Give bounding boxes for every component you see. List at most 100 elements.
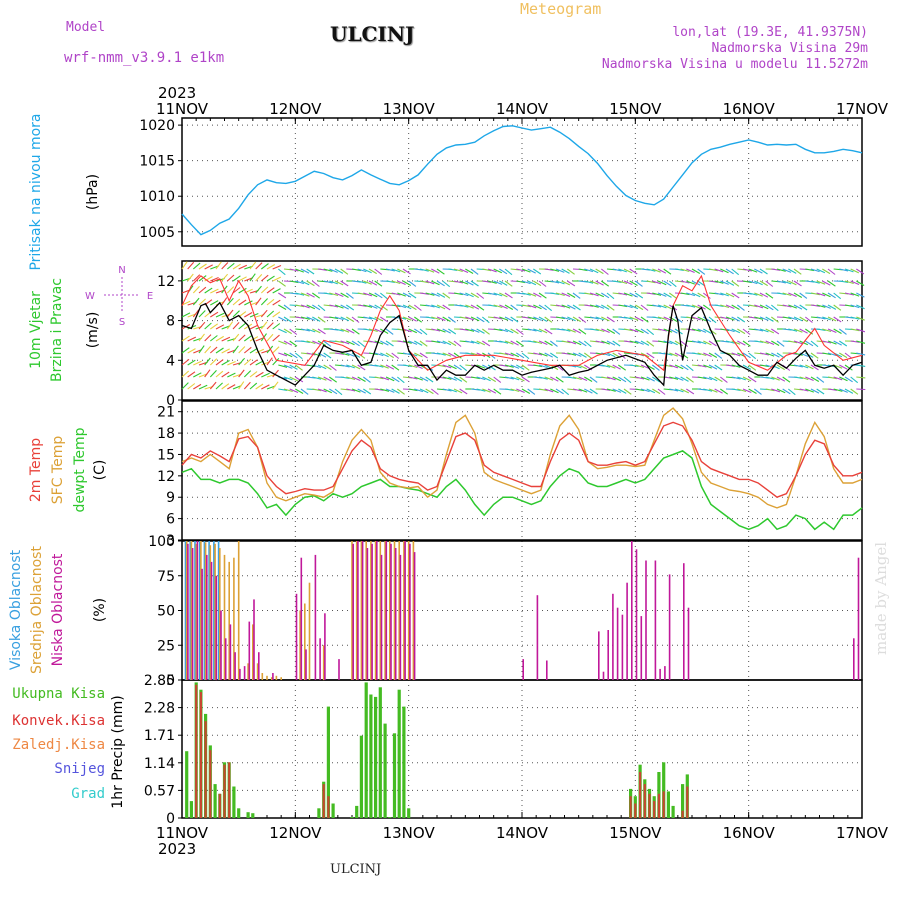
wind-barb [515,328,524,335]
wind-barb [742,340,751,347]
wind-barb [612,268,622,272]
cloud-bar-low [258,652,260,680]
wind-barb [742,364,752,370]
wind-barb [278,304,287,310]
wind-barb [346,304,355,311]
cloud-bar-mid [214,543,216,680]
wind-barb [839,328,847,335]
wind-barb [340,340,350,345]
wind-barb [504,328,514,334]
wind-barb [351,364,361,370]
wind-barb [810,388,820,394]
wind-barb [419,268,429,272]
wind-barb [465,328,475,332]
wind-barb [691,316,701,321]
wind-barb [584,304,594,307]
wind-barb [391,292,401,296]
cloud-bar-low [272,673,274,680]
wind-barb [476,388,486,392]
precip-bar-total [402,706,406,818]
wind-barb [193,383,202,390]
precip-bar-total [671,805,675,818]
wind-barb [731,340,741,345]
wind-barb [317,376,327,381]
wind-barb [714,292,724,296]
x-tick-label-top: 17NOV [836,100,889,118]
cloud-bar-low [319,638,321,680]
wind-barb [385,280,395,283]
cloud-bar-low [295,593,298,680]
wind-barb [266,310,275,318]
wind-barb [782,292,792,297]
model-elevation-label: Nadmorska Visina u modelu 11.5272m [601,57,868,72]
wind-barb [578,328,587,335]
wind-barb [374,316,384,322]
cloud-bar-low [522,659,524,680]
cloud-bar-low [536,595,539,680]
wind-barb [544,328,553,335]
wind-barb [708,316,717,324]
wind-barb [323,280,333,284]
wind-barb [754,280,763,286]
wind-barb [204,334,212,342]
wind-barb [646,328,655,336]
precip-bar-convective [653,801,656,818]
wind-barb [527,340,537,343]
wind-barb [765,376,775,380]
wind-barb [227,360,236,366]
wind-barb [334,268,344,274]
cloud-bar-low [598,631,600,680]
wind-barb [465,292,474,298]
wind-barb [442,292,451,299]
wind-barb [527,268,536,274]
wind-barb [680,376,689,382]
pressure-line [181,125,863,236]
cloud-bar-low [616,607,619,680]
wind-barb [334,340,344,344]
wind-barb [606,388,616,392]
wind-barb [725,364,735,367]
wind-barb [623,304,633,309]
lonlat-label: lon,lat (19.3E, 41.9375N) [672,25,868,40]
wind-barb [748,280,758,285]
wind-barb [793,328,803,333]
wind-barb [436,280,445,287]
wind-barb [793,340,803,345]
cloud-bar-low [631,541,633,680]
wind-barb [720,268,729,274]
wind-barb [192,297,200,306]
wind-barb [363,268,372,274]
wind-barb [850,280,860,286]
wind-barb [266,333,274,342]
wind-barb [442,352,452,357]
wind-barb [748,364,757,371]
wind-barb [295,292,305,296]
wind-barb [572,376,582,381]
wind-barb [533,328,542,333]
y-tick-label: 1005 [139,225,175,241]
wind-barb [816,316,826,320]
wind-barb [589,268,599,274]
wind-barb [431,292,440,297]
wind-barb [278,280,286,287]
cloud-bar-low [404,541,406,680]
wind-barb [555,268,565,273]
wind-barb [351,340,360,347]
wind-barb [584,388,593,394]
wind-barb [436,376,446,379]
wind-barb [589,376,598,383]
cloud-bar-mid [270,677,273,680]
wind-barb [714,388,723,394]
cloud-bar-mid [407,541,410,680]
cloud-bar-mid [389,541,391,680]
wind-barb [708,352,718,358]
wind-barb [504,388,514,391]
wind-barb [277,268,286,276]
wind-barb [402,316,412,321]
wind-barb [442,376,452,380]
wind-barb [623,340,633,343]
wind-barb [363,376,371,383]
wind-barb [584,352,592,359]
wind-barb [436,304,446,310]
wind-barb [465,352,475,355]
